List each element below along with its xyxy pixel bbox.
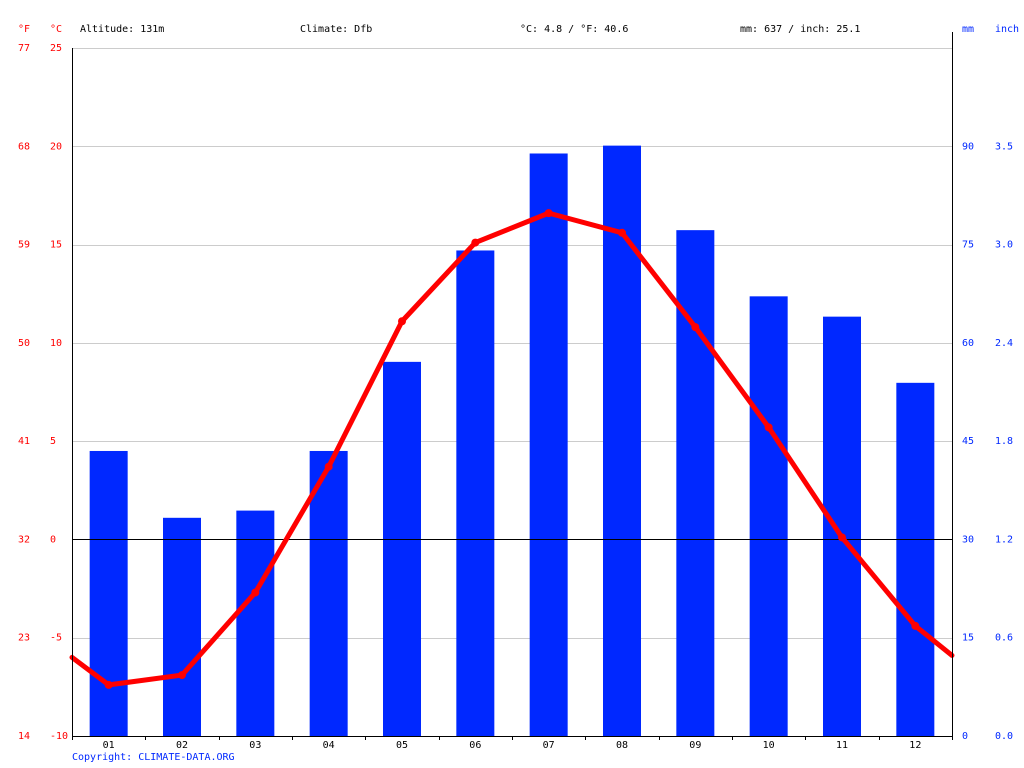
- month-tick-label: 01: [103, 740, 115, 751]
- inch-tick-label: 1.8: [995, 436, 1013, 447]
- temperature-point: [471, 238, 480, 247]
- mm-tick-label: 90: [962, 141, 974, 152]
- fahrenheit-tick-label: 77: [18, 43, 30, 54]
- month-tick-label: 09: [689, 740, 701, 751]
- fahrenheit-tick-label: 14: [18, 731, 30, 742]
- axes: [72, 32, 953, 740]
- month-tick-label: 08: [616, 740, 628, 751]
- temperature-line: [69, 210, 955, 688]
- climate-label: Climate: Dfb: [300, 24, 372, 35]
- inch-tick-label: 3.0: [995, 240, 1013, 251]
- celsius-tick-label: 0: [50, 534, 56, 545]
- celsius-tick-label: -10: [50, 731, 68, 742]
- inch-tick-label: 0.6: [995, 633, 1013, 644]
- precipitation-bars: [89, 145, 935, 736]
- fahrenheit-tick-label: 68: [18, 141, 30, 152]
- precipitation-bar: [89, 450, 128, 736]
- month-tick-label: 06: [469, 740, 481, 751]
- average-temperature-label: °C: 4.8 / °F: 40.6: [520, 24, 628, 35]
- temperature-point: [618, 228, 626, 237]
- temperature-point: [911, 621, 920, 630]
- month-tick-label: 12: [909, 740, 921, 751]
- altitude-label: Altitude: 131m: [80, 24, 164, 35]
- temperature-point: [251, 588, 260, 597]
- fahrenheit-tick-label: 32: [18, 534, 30, 545]
- temperature-point: [324, 462, 333, 471]
- mm-tick-label: 30: [962, 534, 974, 545]
- fahrenheit-tick-label: 23: [18, 633, 30, 644]
- temperature-line-group: [69, 209, 955, 689]
- precipitation-bar: [236, 510, 275, 736]
- precipitation-bar: [749, 296, 788, 736]
- precipitation-bar: [383, 361, 421, 736]
- month-tick-label: 10: [763, 740, 775, 751]
- annual-precipitation-label: mm: 637 / inch: 25.1: [740, 24, 860, 35]
- fahrenheit-tick-label: 50: [18, 338, 30, 349]
- temperature-point: [544, 209, 553, 218]
- month-tick-label: 07: [543, 740, 555, 751]
- mm-tick-label: 45: [962, 436, 974, 447]
- temperature-point: [691, 323, 700, 332]
- inch-tick-label: 1.2: [995, 534, 1013, 545]
- month-tick-label: 11: [836, 740, 848, 751]
- precipitation-bar: [456, 250, 495, 736]
- fahrenheit-unit-label: °F: [18, 24, 30, 35]
- temperature-point: [178, 671, 186, 680]
- precipitation-bar: [896, 382, 935, 736]
- inch-tick-label: 0.0: [995, 731, 1013, 742]
- copyright-text[interactable]: Copyright: CLIMATE-DATA.ORG: [72, 752, 235, 763]
- celsius-tick-label: 25: [50, 43, 62, 54]
- fahrenheit-tick-label: 59: [18, 240, 30, 251]
- temperature-point: [838, 533, 846, 542]
- fahrenheit-tick-label: 41: [18, 436, 30, 447]
- celsius-tick-label: 20: [50, 141, 62, 152]
- temperature-point: [398, 317, 406, 326]
- mm-unit-label: mm: [962, 24, 974, 35]
- month-tick-label: 03: [249, 740, 261, 751]
- precipitation-bar: [529, 153, 568, 736]
- month-tick-label: 05: [396, 740, 408, 751]
- temperature-point: [764, 423, 773, 432]
- mm-tick-label: 75: [962, 240, 974, 251]
- inch-tick-label: 2.4: [995, 338, 1013, 349]
- gridlines: [72, 48, 952, 639]
- celsius-tick-label: 15: [50, 240, 62, 251]
- mm-tick-label: 0: [962, 731, 968, 742]
- celsius-tick-label: 10: [50, 338, 62, 349]
- month-tick-label: 02: [176, 740, 188, 751]
- mm-tick-label: 15: [962, 633, 974, 644]
- inch-unit-label: inch: [995, 24, 1019, 35]
- month-tick-label: 04: [323, 740, 335, 751]
- celsius-tick-label: 5: [50, 436, 56, 447]
- precipitation-bar: [603, 145, 641, 736]
- inch-tick-label: 3.5: [995, 141, 1013, 152]
- mm-tick-label: 60: [962, 338, 974, 349]
- precipitation-bar: [823, 316, 861, 736]
- celsius-tick-label: -5: [50, 633, 62, 644]
- celsius-unit-label: °C: [50, 24, 62, 35]
- precipitation-bar: [309, 450, 348, 736]
- precipitation-bar: [163, 517, 201, 736]
- temperature-point: [104, 680, 113, 689]
